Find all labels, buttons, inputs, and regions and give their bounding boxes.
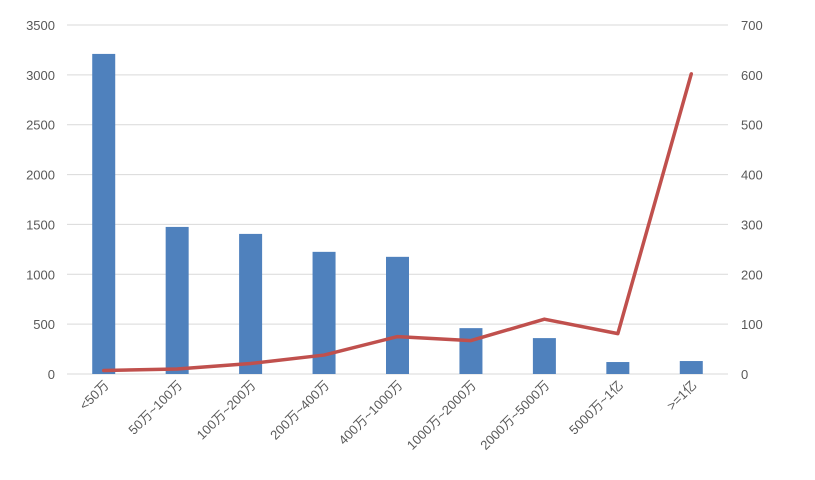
right-axis-tick-label: 300 bbox=[741, 217, 763, 232]
category-label: 200万~400万 bbox=[267, 378, 332, 443]
left-axis-tick-label: 3000 bbox=[26, 68, 55, 83]
category-label: 5000万~1亿 bbox=[566, 378, 626, 438]
left-axis-tick-label: 3500 bbox=[26, 18, 55, 33]
right-axis-tick-label: 100 bbox=[741, 317, 763, 332]
category-label: 2000万~5000万 bbox=[477, 378, 552, 453]
right-axis-tick-label: 400 bbox=[741, 168, 763, 183]
bar bbox=[92, 53, 116, 374]
bar bbox=[312, 251, 336, 374]
left-axis-tick-label: 2500 bbox=[26, 118, 55, 133]
left-axis-tick-label: 2000 bbox=[26, 168, 55, 183]
category-label: 50万~100万 bbox=[125, 378, 185, 438]
category-label: 400万~1000万 bbox=[335, 378, 405, 448]
right-axis-tick-label: 700 bbox=[741, 18, 763, 33]
right-axis-tick-label: 500 bbox=[741, 118, 763, 133]
bar bbox=[532, 338, 556, 374]
line-series bbox=[101, 72, 694, 373]
bar bbox=[606, 362, 630, 374]
category-label: 100万~200万 bbox=[194, 378, 259, 443]
bar bbox=[239, 233, 263, 374]
right-axis-tick-label: 600 bbox=[741, 68, 763, 83]
left-axis-tick-label: 0 bbox=[48, 367, 55, 382]
bar bbox=[679, 361, 703, 374]
right-axis-tick-label: 200 bbox=[741, 267, 763, 282]
bar bbox=[459, 328, 483, 374]
category-label: 1000万~2000万 bbox=[404, 378, 479, 453]
category-label: <50万 bbox=[76, 378, 111, 413]
right-axis-tick-label: 0 bbox=[741, 367, 748, 382]
left-axis-tick-label: 500 bbox=[33, 317, 55, 332]
bar bbox=[386, 256, 409, 374]
left-axis-tick-label: 1500 bbox=[26, 217, 55, 232]
category-label: >=1亿 bbox=[664, 378, 700, 414]
left-axis-tick-label: 1000 bbox=[26, 267, 55, 282]
bar bbox=[165, 226, 189, 374]
